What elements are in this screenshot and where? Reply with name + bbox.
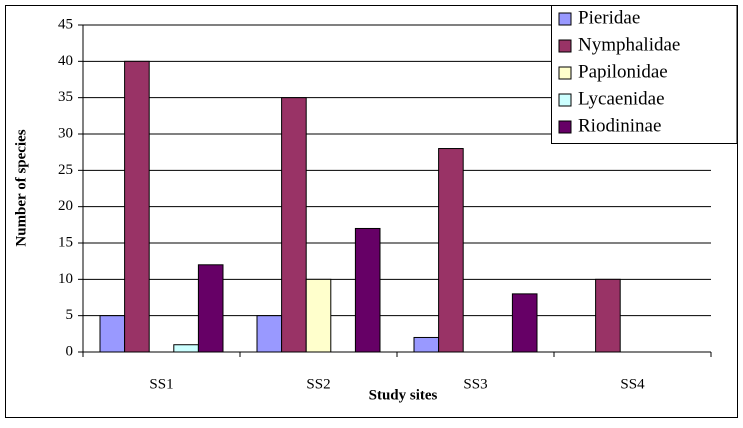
y-tick-label: 30 [58, 125, 73, 141]
y-tick-label: 25 [58, 162, 73, 178]
bar [511, 293, 538, 353]
y-tick-label: 20 [58, 198, 73, 214]
legend-swatch [558, 93, 572, 107]
x-tick-label: SS4 [620, 376, 645, 392]
legend-swatch [558, 66, 572, 80]
y-tick-label: 45 [58, 16, 73, 32]
legend-label: Riodininae [578, 115, 661, 136]
legend-swatch [558, 39, 572, 53]
bar [438, 148, 464, 353]
bar [124, 60, 150, 353]
x-tick-label: SS1 [149, 376, 173, 392]
legend-label: Pieridae [578, 7, 640, 28]
x-tick-label: SS2 [306, 376, 330, 392]
legend-label: Papilonidae [578, 61, 668, 82]
x-axis-label: Study sites [369, 387, 438, 403]
y-tick-label: 35 [58, 89, 73, 105]
legend-swatch [558, 120, 572, 134]
legend-box [551, 5, 738, 144]
legend-swatch [558, 12, 572, 26]
y-axis-label: Number of species [13, 129, 29, 246]
legend-label: Nymphalidae [578, 34, 680, 55]
y-tick-label: 40 [58, 53, 73, 69]
y-tick-label: 15 [58, 234, 73, 250]
bar [281, 97, 307, 353]
bar [305, 278, 332, 353]
y-tick-label: 5 [66, 307, 74, 323]
bar [99, 315, 126, 353]
x-tick-label: SS3 [463, 376, 487, 392]
bar [413, 336, 440, 353]
bar [256, 315, 283, 353]
y-tick-label: 0 [66, 343, 74, 359]
bar [354, 227, 381, 353]
bar [595, 278, 621, 353]
legend-label: Lycaenidae [578, 88, 665, 109]
y-tick-label: 10 [58, 271, 73, 287]
bar [197, 264, 224, 353]
bar [173, 344, 199, 353]
